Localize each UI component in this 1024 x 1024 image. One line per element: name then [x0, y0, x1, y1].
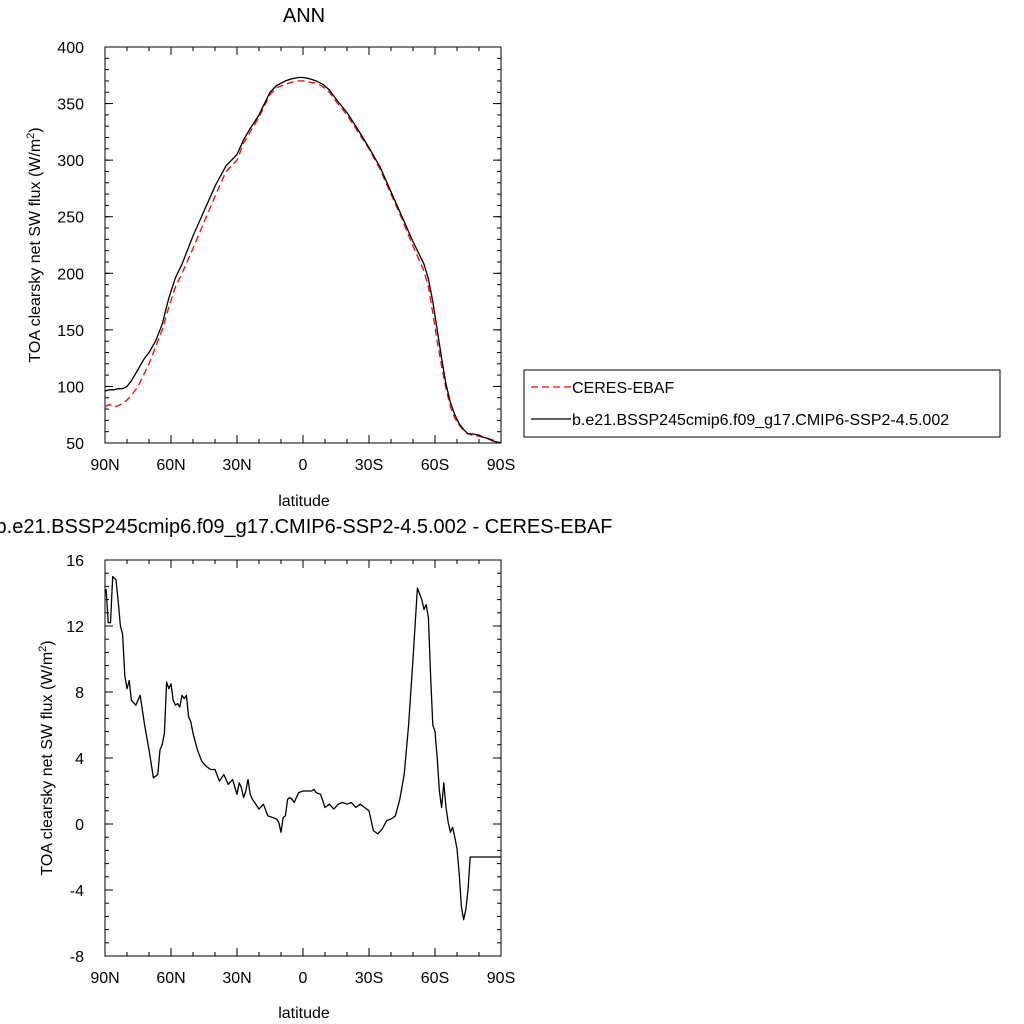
top-y-tick-label: 300: [57, 153, 84, 170]
top-y-tick-label: 400: [57, 40, 84, 57]
bottom-y-tick-label: 4: [75, 751, 84, 768]
bottom-x-tick-label: 90S: [487, 970, 515, 987]
bottom-x-tick-label: 30S: [355, 970, 383, 987]
top-x-tick-label: 60N: [156, 457, 185, 474]
bottom-x-tick-label: 60N: [156, 970, 185, 987]
top-panel: ANN 90N 60N 30N 0 30S 60S 90S 50 100 150 200 250 300…: [25, 5, 1001, 510]
top-y-tick-label: 100: [57, 379, 84, 396]
bottom-axis-ticks: 90N 60N 30N 0 30S 60S 90S -8 -4 0 4 8 12 16: [66, 553, 515, 987]
top-x-tick-label: 90S: [487, 457, 515, 474]
bottom-x-tick-label: 30N: [222, 970, 251, 987]
bottom-chart-title: b.e21.BSSP245cmip6.f09_g17.CMIP6-SSP2-4.…: [0, 516, 612, 538]
legend-label-model: b.e21.BSSP245cmip6.f09_g17.CMIP6-SSP2-4.…: [572, 412, 949, 429]
bottom-panel: b.e21.BSSP245cmip6.f09_g17.CMIP6-SSP2-4.…: [0, 516, 612, 1022]
bottom-y-tick-label: 16: [66, 553, 84, 570]
bottom-x-tick-label: 60S: [421, 970, 449, 987]
bottom-y-tick-label: 8: [75, 685, 84, 702]
bottom-y-tick-label: 0: [75, 817, 84, 834]
bottom-y-tick-label: -4: [70, 883, 84, 900]
top-x-tick-label: 30N: [222, 457, 251, 474]
bottom-y-tick-label: -8: [70, 949, 84, 966]
top-y-axis-label: TOA clearsky net SW flux (W/m2): [25, 127, 44, 362]
top-x-axis-label: latitude: [278, 493, 330, 510]
top-chart-title: ANN: [283, 5, 325, 27]
legend-label-ceres: CERES-EBAF: [572, 380, 674, 397]
top-series-line-1: [104, 76, 502, 444]
top-y-tick-label: 150: [57, 323, 84, 340]
top-x-tick-label: 90N: [90, 457, 119, 474]
top-series-line-0: [104, 80, 502, 444]
bottom-x-tick-label: 0: [299, 970, 308, 987]
top-plot-frame: [104, 46, 502, 444]
top-axis-ticks: 90N 60N 30N 0 30S 60S 90S 50 100 150 200 250 300 350 4…: [57, 40, 515, 474]
bottom-x-tick-label: 90N: [90, 970, 119, 987]
top-x-tick-label: 0: [299, 457, 308, 474]
bottom-series-line-0: [104, 575, 501, 921]
legend: CERES-EBAF b.e21.BSSP245cmip6.f09_g17.CM…: [523, 369, 1001, 438]
top-y-tick-label: 50: [66, 436, 84, 453]
top-y-tick-label: 200: [57, 266, 84, 283]
top-x-tick-label: 60S: [421, 457, 449, 474]
legend-box: [523, 369, 1001, 438]
bottom-y-axis-label: TOA clearsky net SW flux (W/m2): [37, 640, 56, 875]
top-x-tick-label: 30S: [355, 457, 383, 474]
top-series-layer: [104, 76, 502, 444]
top-y-tick-label: 250: [57, 210, 84, 227]
bottom-plot-frame: [104, 559, 502, 957]
top-y-tick-label: 350: [57, 97, 84, 114]
bottom-y-tick-label: 12: [66, 619, 84, 636]
bottom-x-axis-label: latitude: [278, 1005, 330, 1022]
bottom-series-layer: [104, 575, 501, 921]
